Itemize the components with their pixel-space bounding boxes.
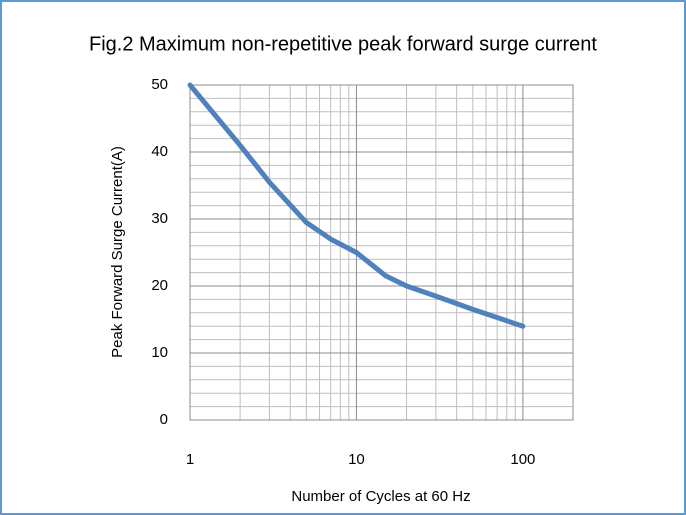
y-tick-label: 20 — [151, 277, 168, 294]
x-axis-label: Number of Cycles at 60 Hz — [291, 488, 470, 505]
chart-title: Fig.2 Maximum non-repetitive peak forwar… — [89, 33, 597, 55]
y-axis-label: Peak Forward Surge Current(A) — [109, 146, 126, 358]
line — [187, 82, 526, 329]
y-tick-label: 0 — [160, 411, 168, 428]
x-tick-label: 1 — [186, 451, 194, 468]
x-tick-label: 100 — [510, 451, 535, 468]
y-tick-label: 50 — [151, 76, 168, 93]
y-tick-label: 40 — [151, 143, 168, 160]
y-tick-label: 10 — [151, 344, 168, 361]
plot-border — [189, 84, 574, 421]
y-tick-label: 30 — [151, 210, 168, 227]
x-tick-label: 10 — [348, 451, 365, 468]
